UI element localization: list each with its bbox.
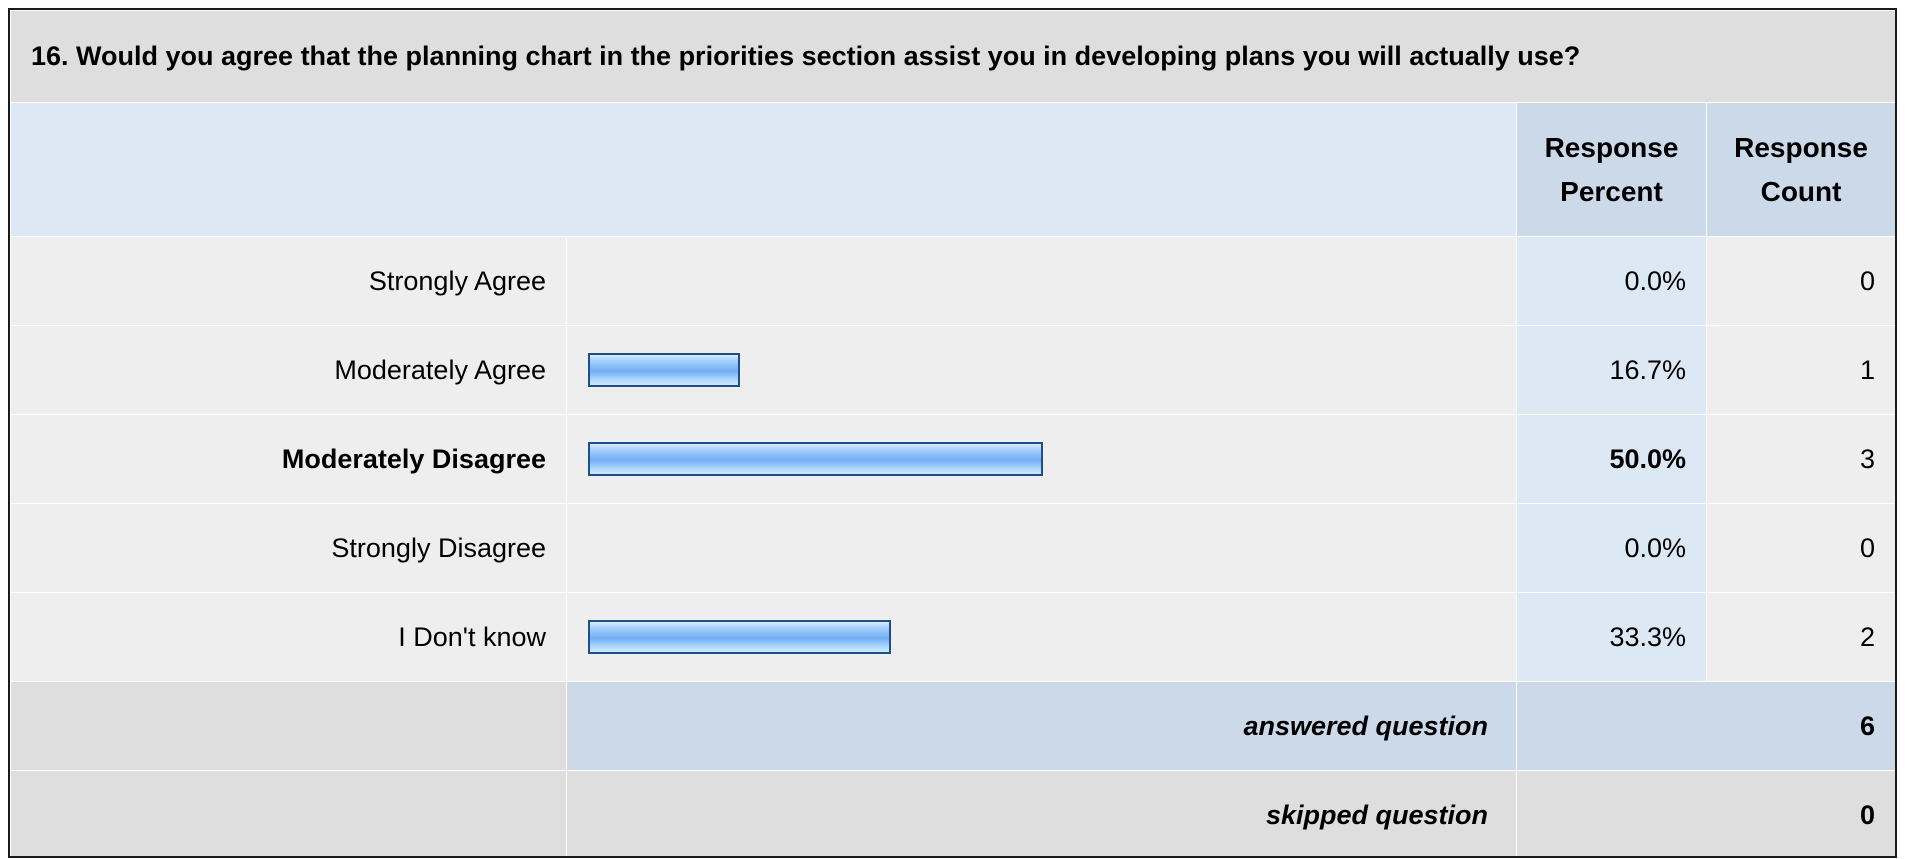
response-percent: 0.0% — [1516, 503, 1707, 593]
header-percent-line2: Percent — [1560, 175, 1663, 207]
answer-label: I Don't know — [10, 592, 567, 682]
answered-question-label: answered question — [566, 681, 1517, 771]
header-count-line1: Response — [1734, 131, 1868, 163]
response-count: 0 — [1705, 503, 1895, 593]
response-count: 2 — [1705, 592, 1895, 682]
header-count-line2: Count — [1760, 175, 1842, 207]
answer-label: Moderately Agree — [10, 325, 567, 415]
table-row: I Don't know 33.3% 2 — [10, 592, 1895, 682]
results-table: 16. Would you agree that the planning ch… — [10, 10, 1895, 856]
table-row: Strongly Agree 0.0% 0 — [10, 236, 1895, 326]
bar-cell — [566, 236, 1517, 326]
question-title: 16. Would you agree that the planning ch… — [10, 10, 1895, 103]
response-count: 0 — [1705, 236, 1895, 326]
header-response-percent: Response Percent — [1516, 102, 1707, 237]
bar-cell — [566, 414, 1517, 504]
skipped-question-value: 0 — [1515, 770, 1895, 856]
response-count: 1 — [1705, 325, 1895, 415]
response-count: 3 — [1705, 414, 1895, 504]
header-percent-line1: Response — [1544, 131, 1679, 163]
table-row: Strongly Disagree 0.0% 0 — [10, 503, 1895, 593]
header-response-count: Response Count — [1705, 102, 1895, 237]
bar-cell — [566, 592, 1517, 682]
answered-question-value: 6 — [1515, 681, 1895, 771]
table-row: Moderately Disagree 50.0% 3 — [10, 414, 1895, 504]
header-blank — [10, 102, 1517, 237]
response-percent: 33.3% — [1516, 592, 1707, 682]
response-percent: 16.7% — [1516, 325, 1707, 415]
answer-label: Strongly Agree — [10, 236, 567, 326]
bar-cell — [566, 325, 1517, 415]
survey-question-panel: 16. Would you agree that the planning ch… — [8, 8, 1897, 858]
response-bar — [588, 353, 740, 387]
response-percent: 0.0% — [1516, 236, 1707, 326]
footer-blank — [10, 770, 567, 856]
table-row: Moderately Agree 16.7% 1 — [10, 325, 1895, 415]
response-bar — [588, 620, 891, 654]
footer-blank — [10, 681, 567, 771]
bar-cell — [566, 503, 1517, 593]
answer-label: Strongly Disagree — [10, 503, 567, 593]
answer-label: Moderately Disagree — [10, 414, 567, 504]
response-bar — [588, 442, 1043, 476]
skipped-question-label: skipped question — [566, 770, 1517, 856]
response-percent: 50.0% — [1516, 414, 1707, 504]
